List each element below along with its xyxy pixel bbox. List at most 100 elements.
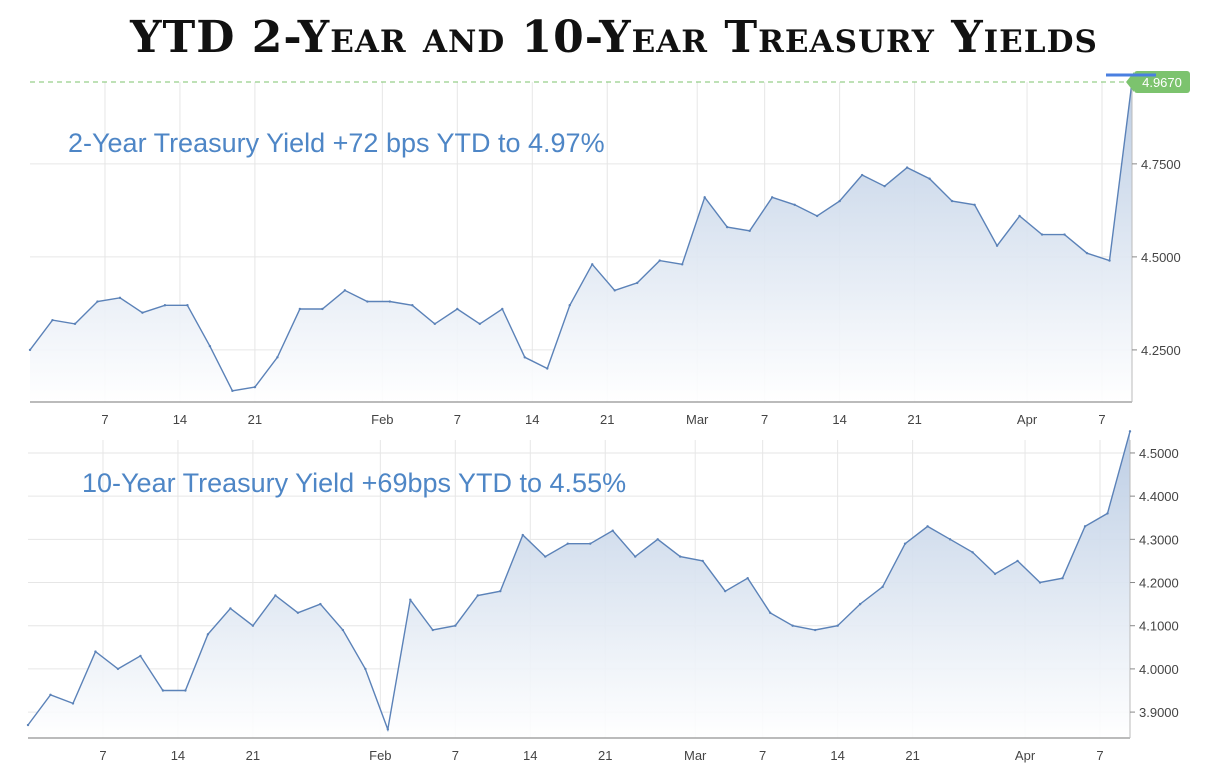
x-tick-label: 14 bbox=[525, 412, 539, 427]
x-tick-label: Feb bbox=[369, 748, 391, 763]
data-point bbox=[1018, 214, 1021, 218]
data-point bbox=[1083, 525, 1087, 528]
data-point bbox=[116, 667, 120, 671]
x-tick-label: 7 bbox=[1098, 412, 1105, 427]
data-point bbox=[701, 559, 704, 563]
data-point bbox=[208, 344, 212, 348]
x-tick-label: 21 bbox=[248, 412, 262, 427]
data-point bbox=[544, 555, 547, 558]
data-point bbox=[1063, 233, 1066, 236]
data-point bbox=[163, 304, 167, 307]
x-tick-label: 21 bbox=[600, 412, 614, 427]
x-tick-label: 14 bbox=[173, 412, 187, 427]
data-point bbox=[161, 689, 165, 692]
x-tick-label: 14 bbox=[171, 748, 185, 763]
series-line bbox=[27, 431, 1131, 733]
data-point bbox=[184, 689, 187, 692]
data-point bbox=[51, 318, 54, 322]
x-tick-label: 21 bbox=[246, 748, 260, 763]
x-tick-label: 14 bbox=[830, 748, 844, 763]
data-point bbox=[634, 555, 637, 558]
data-point bbox=[591, 263, 594, 266]
data-point bbox=[296, 611, 300, 614]
data-point bbox=[948, 538, 952, 541]
data-point bbox=[613, 289, 616, 292]
y-tick-label: 4.3000 bbox=[1139, 532, 1179, 547]
data-point bbox=[49, 693, 52, 697]
data-point bbox=[881, 585, 884, 589]
y-tick-label: 3.9000 bbox=[1139, 705, 1179, 720]
data-point bbox=[94, 650, 97, 653]
data-point bbox=[1016, 559, 1019, 563]
data-point bbox=[409, 598, 412, 601]
x-tick-label: Feb bbox=[371, 412, 393, 427]
data-point bbox=[566, 542, 569, 545]
data-point bbox=[229, 607, 232, 610]
y-tick-label: 4.4000 bbox=[1139, 489, 1179, 504]
data-point bbox=[838, 199, 841, 203]
data-point bbox=[928, 177, 931, 180]
data-point bbox=[71, 702, 75, 705]
y-tick-label: 4.2500 bbox=[1141, 343, 1181, 358]
data-point bbox=[1108, 259, 1111, 262]
x-tick-label: 14 bbox=[832, 412, 846, 427]
data-point bbox=[611, 529, 614, 532]
data-point bbox=[476, 594, 479, 597]
data-point bbox=[139, 654, 142, 658]
data-point bbox=[905, 166, 909, 169]
data-point bbox=[725, 225, 729, 229]
data-point bbox=[343, 289, 347, 292]
series-area bbox=[30, 82, 1132, 402]
data-point bbox=[253, 385, 257, 389]
x-tick-label: 21 bbox=[905, 748, 919, 763]
y-tick-label: 4.7500 bbox=[1141, 157, 1181, 172]
data-point bbox=[589, 542, 592, 545]
data-point bbox=[118, 296, 122, 300]
data-point bbox=[26, 723, 30, 727]
y-tick-label: 4.5000 bbox=[1141, 250, 1181, 265]
data-point bbox=[860, 173, 864, 177]
data-point bbox=[813, 628, 817, 632]
x-tick-label: 7 bbox=[101, 412, 108, 427]
data-point bbox=[746, 577, 749, 580]
data-point bbox=[636, 281, 639, 285]
series-line bbox=[29, 81, 1133, 392]
x-tick-label: 7 bbox=[452, 748, 459, 763]
data-point bbox=[658, 259, 661, 262]
data-point bbox=[770, 196, 774, 199]
data-point bbox=[274, 594, 277, 597]
x-tick-label: 21 bbox=[598, 748, 612, 763]
data-point bbox=[186, 304, 189, 307]
data-point bbox=[679, 555, 682, 558]
y-tick-label: 4.1000 bbox=[1139, 619, 1179, 634]
data-point bbox=[364, 667, 367, 671]
data-point bbox=[791, 624, 794, 627]
x-tick-label: Mar bbox=[684, 748, 707, 763]
x-tick-label: Mar bbox=[686, 412, 709, 427]
data-point bbox=[973, 203, 976, 206]
data-point bbox=[454, 624, 457, 627]
data-point bbox=[298, 307, 302, 311]
data-point bbox=[231, 389, 234, 393]
data-point bbox=[793, 203, 796, 206]
data-point bbox=[456, 307, 459, 311]
data-point bbox=[1040, 233, 1044, 236]
data-point bbox=[386, 728, 390, 731]
x-tick-label: 7 bbox=[761, 412, 768, 427]
data-point bbox=[521, 533, 524, 537]
data-point bbox=[433, 322, 437, 326]
data-point bbox=[995, 244, 999, 247]
data-point bbox=[478, 322, 481, 326]
x-tick-label: Apr bbox=[1015, 748, 1036, 763]
x-tick-label: 7 bbox=[1096, 748, 1103, 763]
data-point bbox=[431, 628, 435, 632]
data-point bbox=[993, 572, 997, 576]
data-point bbox=[723, 589, 727, 593]
x-tick-label: Apr bbox=[1017, 412, 1038, 427]
x-tick-label: 7 bbox=[99, 748, 106, 763]
data-point bbox=[388, 300, 392, 303]
data-point bbox=[523, 356, 526, 359]
chart-1: 7 14 21 Feb 7 14 21 Mar 7 14 21 Apr 7 4.2500 4.5000 4.7… bbox=[28, 71, 1190, 427]
x-tick-label: 14 bbox=[523, 748, 537, 763]
